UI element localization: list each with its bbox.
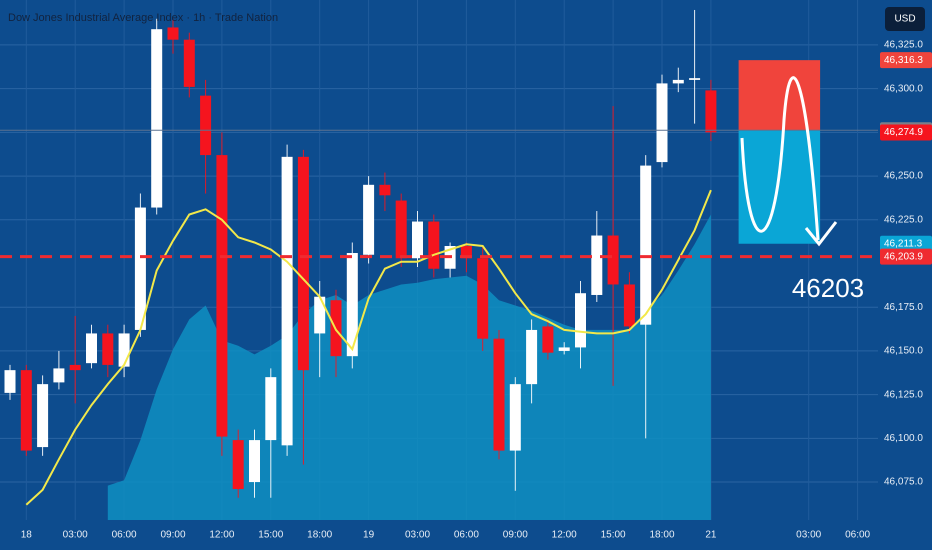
x-tick-label: 03:00 [796, 530, 821, 541]
candle-body [20, 370, 32, 451]
x-tick-label: 15:00 [601, 530, 626, 541]
candle-body [379, 184, 391, 196]
candle-body [346, 253, 358, 357]
candle-body [526, 329, 538, 385]
y-tick-label: 46,175.0 [884, 302, 923, 313]
candle-body [102, 333, 114, 365]
price-label: 46,211.3 [884, 238, 923, 249]
y-tick-label: 46,325.0 [884, 40, 923, 51]
x-tick-label: 06:00 [454, 530, 479, 541]
price-label-box [880, 52, 932, 69]
x-tick-label: 09:00 [503, 530, 528, 541]
plot-area [0, 0, 878, 520]
candle-body [118, 333, 130, 367]
x-tick-label: 18:00 [307, 530, 332, 541]
y-tick-label: 46,075.0 [884, 477, 923, 488]
currency-button[interactable] [885, 7, 925, 31]
candle-body [640, 165, 652, 325]
candle-body [607, 235, 619, 285]
candle-body [477, 258, 489, 339]
x-tick-label: 18:00 [649, 530, 674, 541]
candle-body [428, 221, 440, 269]
target-zone [738, 130, 821, 244]
x-tick-label: 06:00 [112, 530, 137, 541]
candle-body [656, 83, 668, 163]
candle-body [363, 184, 375, 255]
candle-body [249, 440, 260, 483]
y-tick-label: 46,300.0 [884, 83, 923, 94]
candle-body [86, 333, 97, 364]
candle-body [689, 78, 701, 80]
candle-body [623, 284, 635, 327]
price-label: 46,274.9 [884, 127, 923, 138]
candle-body [134, 207, 146, 330]
x-tick-label: 12:00 [552, 530, 577, 541]
candle-body [705, 90, 717, 133]
candle-body [314, 296, 326, 334]
candle-body [4, 370, 16, 393]
candle-body [460, 246, 472, 259]
candle-body [509, 384, 521, 451]
candle-body [591, 235, 603, 295]
stop-zone [738, 60, 821, 131]
x-tick-label: 18 [21, 530, 33, 541]
candle-body [151, 29, 163, 208]
candle-body [395, 200, 407, 259]
forecast-arrowhead [804, 221, 838, 247]
x-tick-label: 15:00 [258, 530, 283, 541]
candle-body [69, 364, 81, 371]
candle-body [558, 347, 570, 351]
y-tick-label: 46,225.0 [884, 214, 923, 225]
price-label: 46,203.9 [884, 251, 923, 262]
x-tick-label: 09:00 [160, 530, 185, 541]
x-tick-label: 19 [363, 530, 375, 541]
y-tick-label: 46,150.0 [884, 346, 923, 357]
candle-body [167, 27, 179, 40]
candle-body [265, 377, 277, 441]
y-tick-label: 46,250.0 [884, 171, 923, 182]
x-tick-label: 06:00 [845, 530, 870, 541]
candle-body [297, 156, 309, 371]
price-label-box [880, 248, 932, 265]
candle-body [232, 440, 244, 490]
x-tick-label: 12:00 [209, 530, 234, 541]
price-label: 46,316.3 [884, 55, 923, 66]
candle-body [216, 155, 228, 437]
price-label-box [880, 124, 932, 141]
forecast-curve [740, 76, 820, 241]
candle-body [412, 221, 423, 259]
candle-body [672, 79, 684, 84]
candle-body [37, 384, 49, 448]
candle-body [542, 326, 554, 353]
candle-body [183, 39, 195, 87]
candle-body [575, 293, 586, 348]
price-label-box [880, 235, 932, 252]
currency-label[interactable]: USD [894, 14, 915, 25]
annotation: 46203 [792, 273, 864, 303]
candle-body [53, 368, 65, 383]
y-tick-label: 46,125.0 [884, 389, 923, 400]
line [25, 189, 712, 506]
x-tick-label: 03:00 [405, 530, 430, 541]
x-tick-label: 21 [705, 530, 717, 541]
y-tick-label: 46,100.0 [884, 433, 923, 444]
x-tick-label: 03:00 [63, 530, 88, 541]
candle-body [493, 338, 505, 451]
candle-body [200, 95, 212, 156]
chart-title: Dow Jones Industrial Average Index · 1h … [8, 12, 278, 24]
candle-body [281, 156, 293, 446]
